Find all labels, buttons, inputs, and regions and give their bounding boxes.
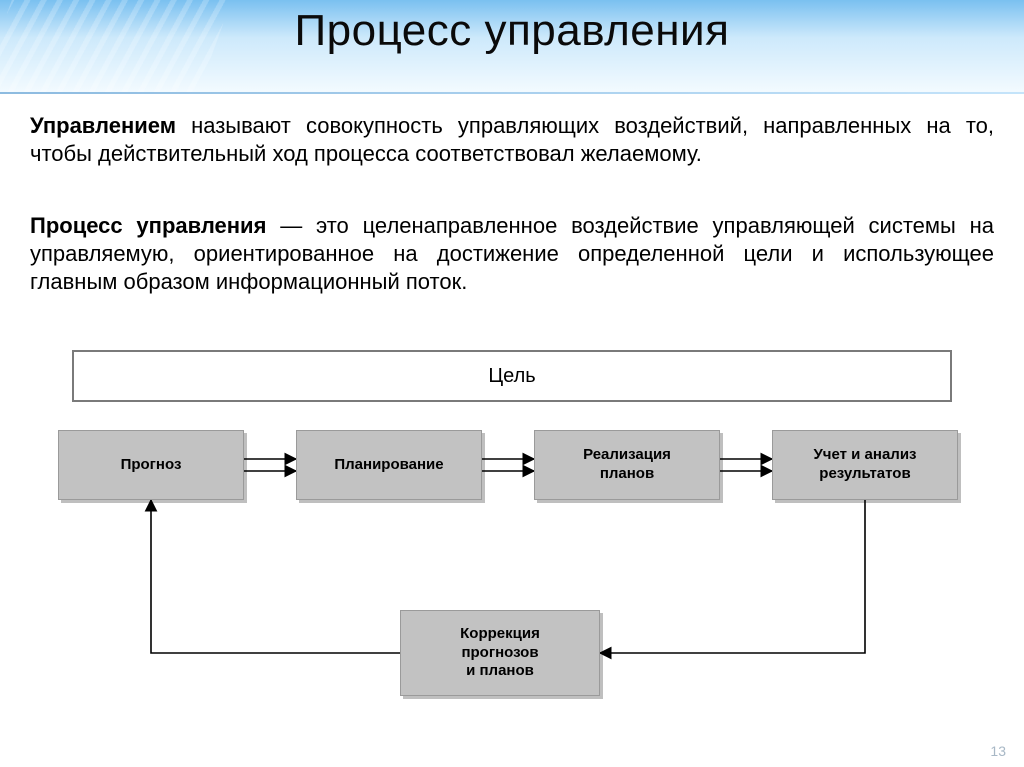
node-label: Цель [488, 364, 535, 389]
node-label: Реализация планов [583, 446, 671, 484]
node-label: Прогноз [121, 456, 182, 475]
page-number: 13 [990, 743, 1006, 759]
term-process: Процесс управления [30, 213, 266, 238]
node-label: Коррекция прогнозов и планов [460, 625, 540, 681]
term-management: Управлением [30, 113, 176, 138]
definition-paragraph-2: Процесс управления — это целенаправленно… [30, 212, 994, 296]
title-underline [0, 92, 1024, 94]
page-title: Процесс управления [0, 6, 1024, 56]
node-label: Учет и анализ результатов [813, 446, 916, 484]
flowchart-node-goal: Цель [72, 350, 952, 402]
definition-paragraph-1: Управлением называют совокупность управл… [30, 112, 994, 168]
flowchart-node-n4: Учет и анализ результатов [772, 430, 958, 500]
flowchart-node-fb: Коррекция прогнозов и планов [400, 610, 600, 696]
flowchart-node-n1: Прогноз [58, 430, 244, 500]
flowchart-diagram: Цель Прогноз Планирование Реализация планов… [0, 350, 1024, 750]
node-label: Планирование [334, 456, 443, 475]
flowchart-node-n2: Планирование [296, 430, 482, 500]
flowchart-node-n3: Реализация планов [534, 430, 720, 500]
